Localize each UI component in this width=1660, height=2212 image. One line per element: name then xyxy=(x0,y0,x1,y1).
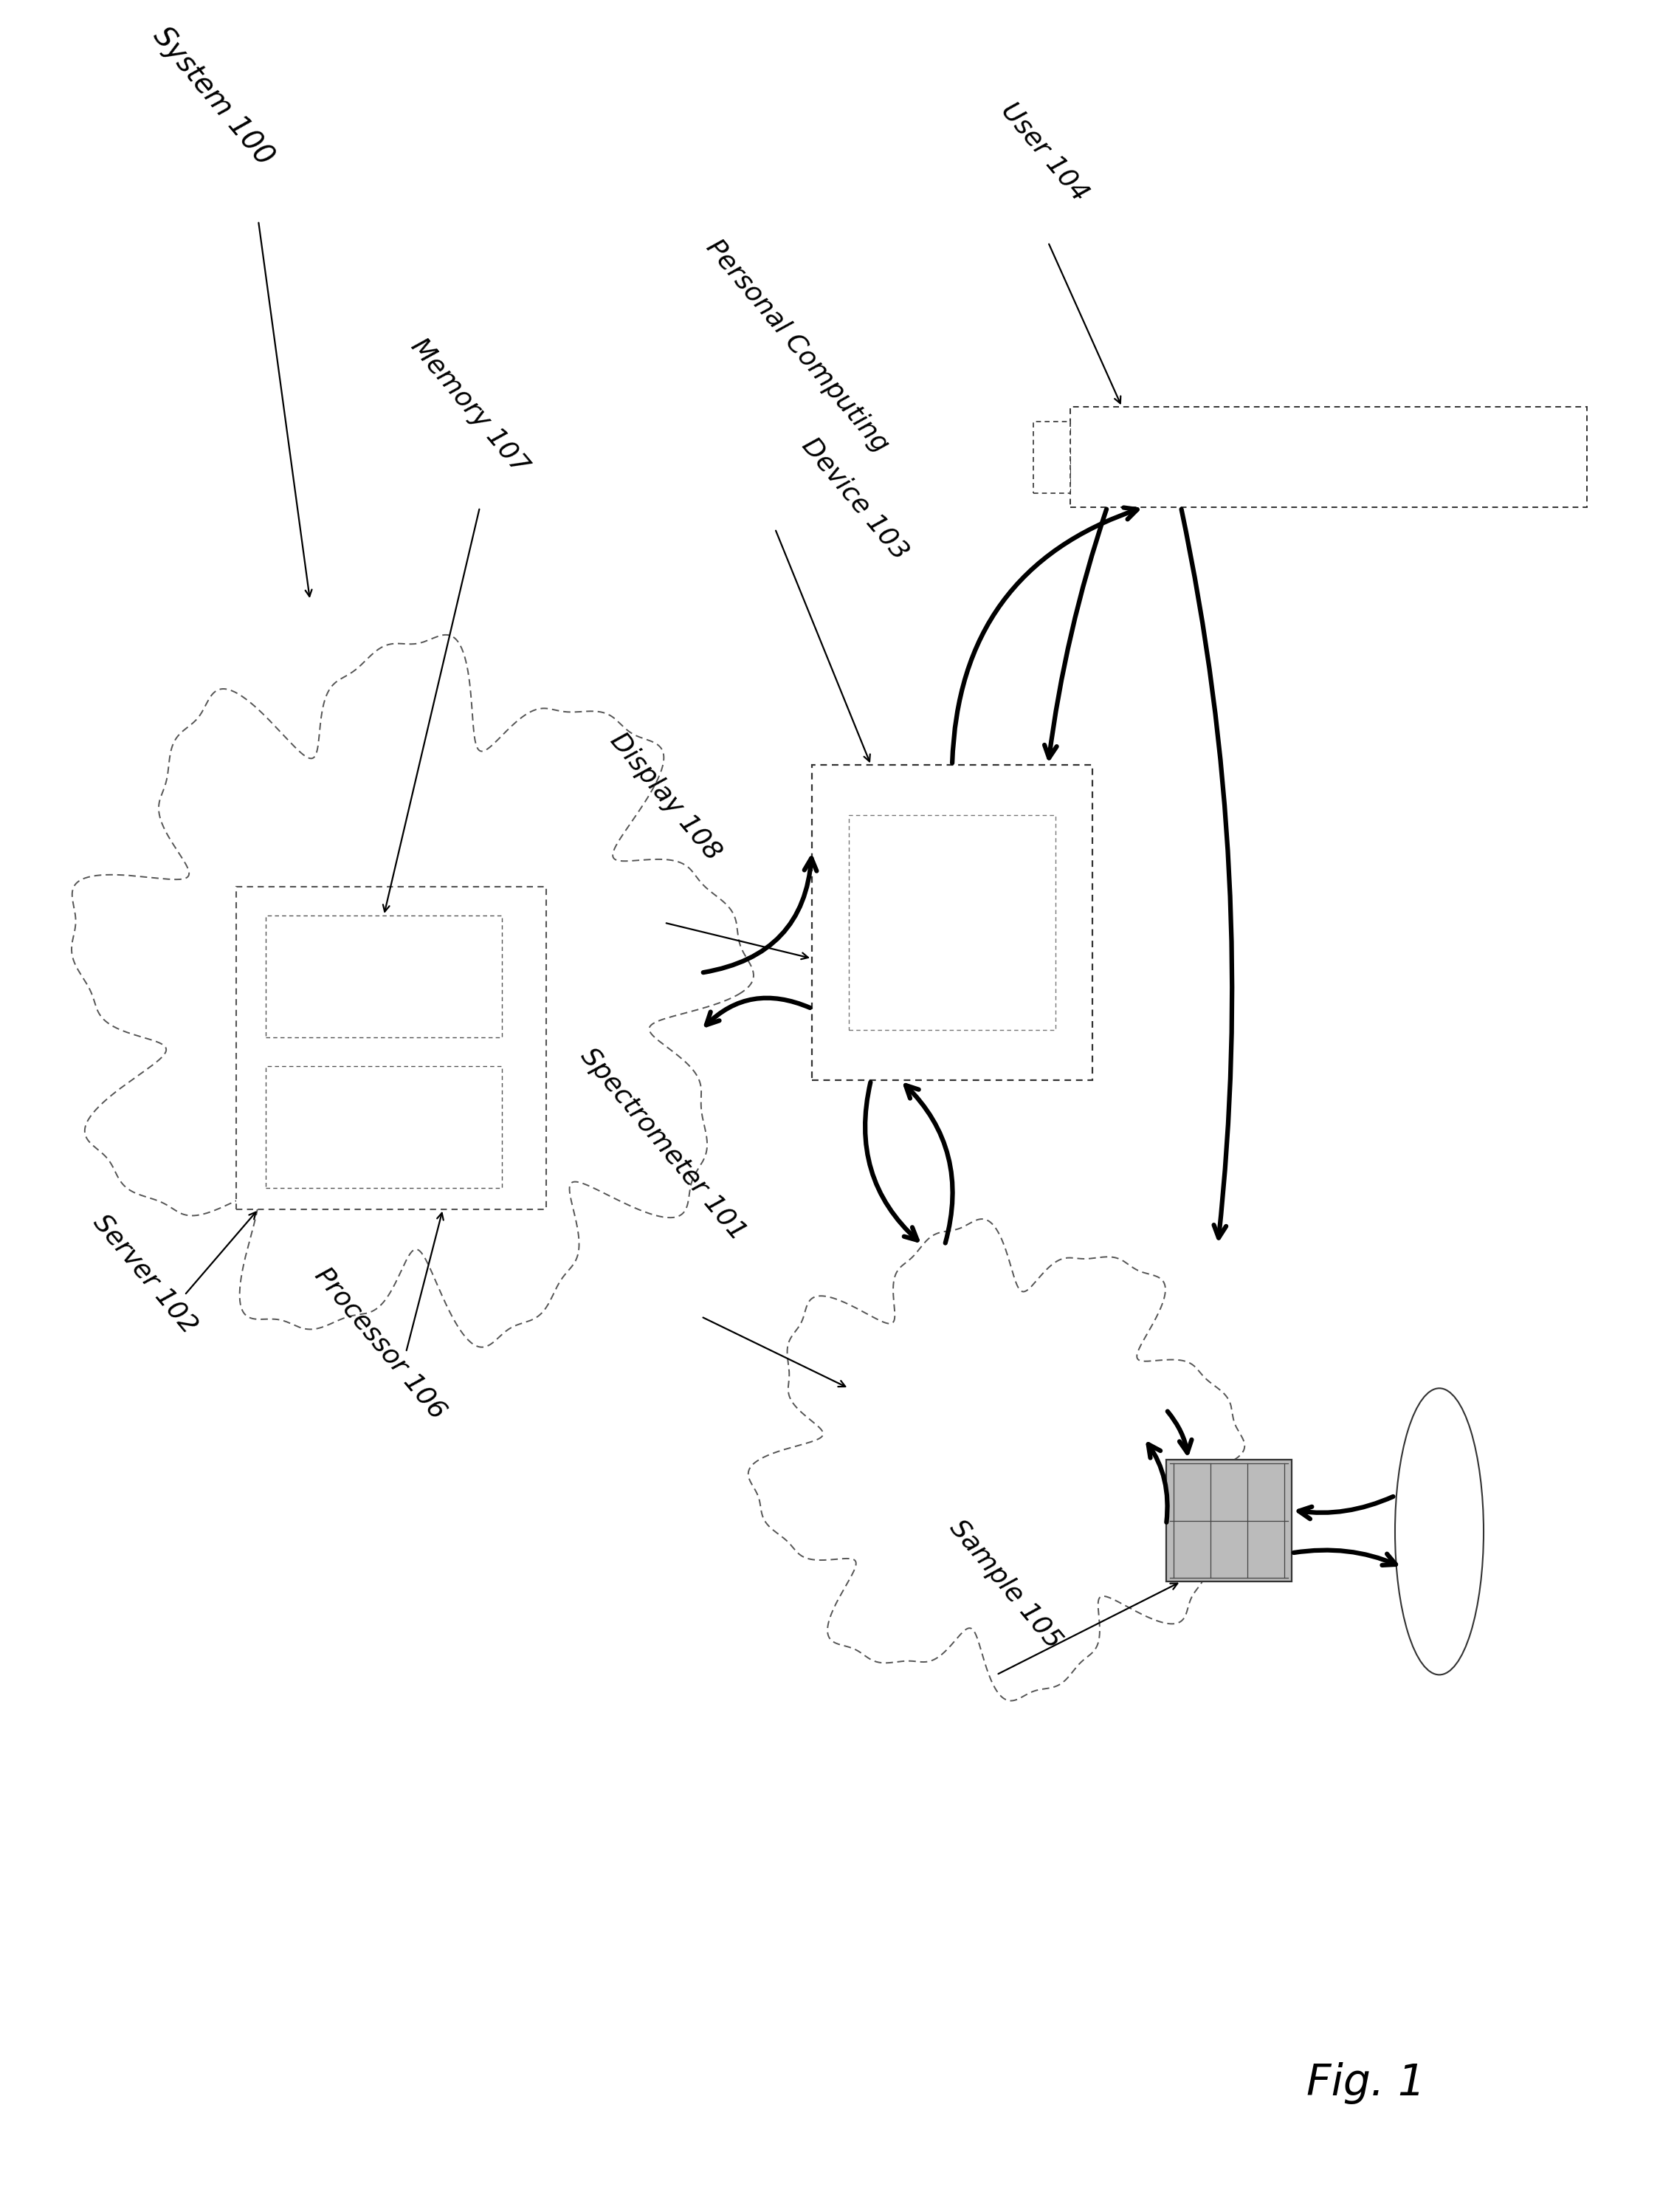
Text: Personal Computing: Personal Computing xyxy=(701,234,893,458)
Text: Memory 107: Memory 107 xyxy=(407,334,533,478)
Bar xyxy=(812,765,1092,1079)
Bar xyxy=(848,816,1056,1031)
Bar xyxy=(1167,1460,1291,1582)
Text: Sample 105: Sample 105 xyxy=(945,1515,1066,1652)
Ellipse shape xyxy=(1394,1389,1484,1674)
Text: System 100: System 100 xyxy=(148,22,279,170)
Text: Server 102: Server 102 xyxy=(88,1210,203,1338)
Text: Fig. 1: Fig. 1 xyxy=(1306,2062,1424,2104)
Bar xyxy=(266,1066,501,1188)
Bar xyxy=(1033,420,1071,493)
Text: User 104: User 104 xyxy=(996,97,1092,206)
Bar xyxy=(236,887,546,1210)
Bar xyxy=(1071,407,1587,507)
Bar xyxy=(266,916,501,1037)
Text: Processor 106: Processor 106 xyxy=(310,1263,452,1425)
Text: Spectrometer 101: Spectrometer 101 xyxy=(576,1044,750,1245)
Text: Device 103: Device 103 xyxy=(797,434,913,564)
Text: Display 108: Display 108 xyxy=(606,728,725,865)
